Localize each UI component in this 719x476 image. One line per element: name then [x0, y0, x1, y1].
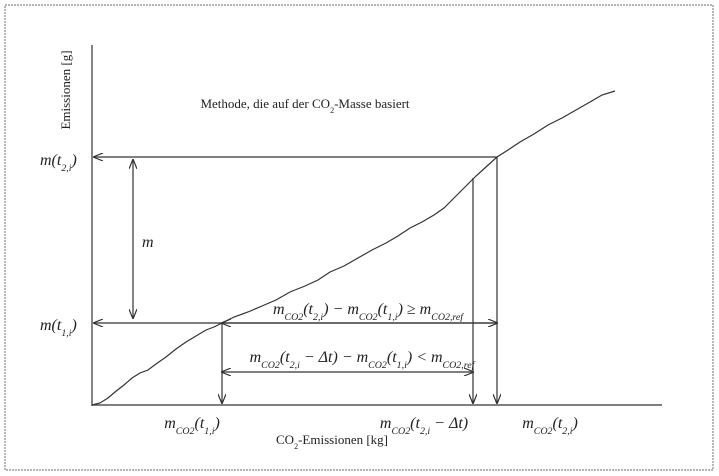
subscript: CO2 — [534, 426, 553, 437]
subscript: CO2 — [261, 360, 280, 371]
y-label: m(t2,i) — [40, 152, 77, 174]
subscript: 2 — [330, 106, 334, 115]
subscript: CO2,ref — [443, 360, 476, 371]
emission-curve — [91, 90, 616, 406]
span-label: m — [142, 234, 154, 251]
text-segment: (t — [410, 415, 420, 432]
text-segment: m — [250, 349, 262, 366]
text-segment: ) − m — [322, 301, 359, 318]
text-segment: − Δt) — [430, 415, 468, 432]
text-segment: ) — [213, 415, 219, 432]
subscript: 1,i — [387, 312, 397, 323]
text-segment: (t — [280, 349, 290, 366]
y-label: m(t1,i) — [40, 317, 77, 339]
text-segment: m — [522, 415, 534, 432]
subscript: 1,i — [204, 426, 214, 437]
x-label: mCO2(t1,i) — [164, 415, 220, 437]
subscript: 2,i — [61, 163, 71, 174]
text-segment: -Masse basiert — [334, 96, 410, 111]
text-segment: CO — [276, 432, 294, 447]
text-segment: -Emissionen [kg] — [298, 432, 388, 447]
subscript: CO2 — [359, 312, 378, 323]
subscript: 1,i — [61, 328, 71, 339]
y-axis-label: Emissionen [g] — [58, 50, 73, 129]
text-segment: (t — [387, 349, 397, 366]
text-segment: m(t — [40, 317, 62, 334]
subscript: 1,i — [397, 360, 407, 371]
text-segment: Emissionen [g] — [58, 50, 73, 129]
text-segment: (t — [303, 301, 313, 318]
text-segment: m — [142, 234, 154, 251]
text-segment: m — [380, 415, 392, 432]
text-segment: − Δt) − m — [300, 349, 368, 366]
text-segment: ) ≥ m — [397, 301, 432, 318]
text-segment: m — [164, 415, 176, 432]
x-axis-label: CO2-Emissionen [kg] — [276, 432, 388, 451]
text-segment: ) — [71, 317, 77, 334]
frame — [4, 4, 714, 471]
formula: mCO2(t2,i) − mCO2(t1,i) ≥ mCO2,ref — [273, 301, 464, 323]
x-label: mCO2(t2,i) — [522, 415, 578, 437]
subscript: CO2 — [368, 360, 387, 371]
subscript: 2,i — [420, 426, 430, 437]
subscript: CO2 — [285, 312, 304, 323]
subscript: CO2 — [176, 426, 195, 437]
text-segment: ) — [571, 415, 577, 432]
text-segment: ) — [71, 152, 77, 169]
subscript: 2 — [294, 442, 298, 451]
subscript: CO2,ref — [431, 312, 464, 323]
text-segment: (t — [552, 415, 562, 432]
text-segment: (t — [194, 415, 204, 432]
text-segment: ) < m — [406, 349, 443, 366]
text-segment: m(t — [40, 152, 62, 169]
text-segment: m — [273, 301, 285, 318]
x-label: mCO2(t2,i − Δt) — [380, 415, 468, 437]
subscript: CO2 — [391, 426, 410, 437]
subscript: 2,i — [562, 426, 572, 437]
formula: mCO2(t2,i − Δt) − mCO2(t1,i) < mCO2,ref — [250, 349, 476, 371]
title: Methode, die auf der CO2-Masse basiert — [200, 96, 409, 115]
text-segment: (t — [378, 301, 388, 318]
subscript: 2,i — [290, 360, 300, 371]
text-segment: Methode, die auf der CO — [200, 96, 330, 111]
subscript: 2,i — [313, 312, 323, 323]
